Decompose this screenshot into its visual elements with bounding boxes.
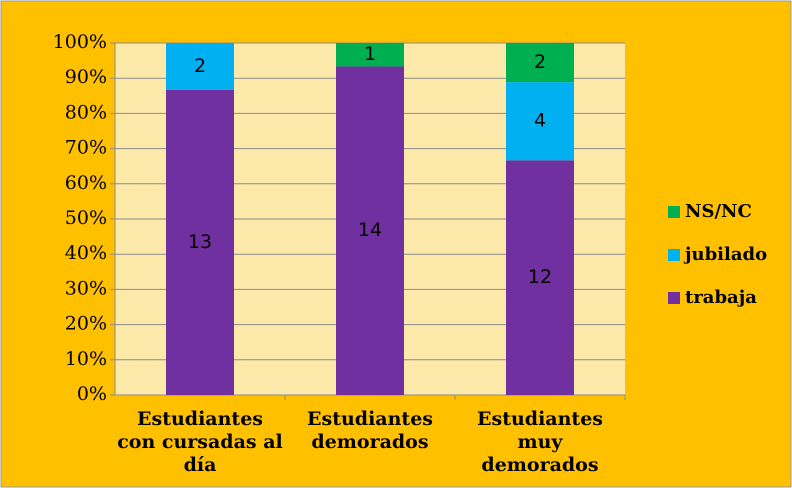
y-tick-label: 100% xyxy=(53,31,107,53)
data-label: 1 xyxy=(364,43,376,65)
bar-segment xyxy=(336,66,404,395)
y-tick-label: 30% xyxy=(65,277,107,299)
y-tick-label: 80% xyxy=(65,101,107,123)
x-tick-label: día xyxy=(184,454,217,476)
data-label: 12 xyxy=(528,266,552,288)
y-tick-label: 60% xyxy=(65,172,107,194)
y-tick-label: 0% xyxy=(77,383,107,405)
x-tick-label: Estudiantes xyxy=(137,408,263,430)
y-tick-label: 10% xyxy=(65,348,107,370)
y-tick-label: 90% xyxy=(65,66,107,88)
x-tick-label: Estudiantes xyxy=(477,408,603,430)
x-tick-label: demorados xyxy=(311,431,428,453)
legend-label: jubilado xyxy=(683,244,767,265)
bar-segment xyxy=(506,160,574,395)
legend-swatch xyxy=(668,292,680,304)
bar-segment xyxy=(166,43,234,90)
y-tick-label: 20% xyxy=(65,313,107,335)
bar-segment xyxy=(336,43,404,67)
x-tick-label: con cursadas al xyxy=(117,431,283,453)
bar-segment xyxy=(166,89,234,395)
bar-segment xyxy=(506,43,574,83)
data-label: 2 xyxy=(534,51,546,73)
bar-segment xyxy=(506,82,574,161)
legend-swatch xyxy=(668,206,680,218)
data-label: 14 xyxy=(358,219,382,241)
data-label: 2 xyxy=(194,55,206,77)
data-label: 13 xyxy=(188,231,212,253)
x-tick-label: Estudiantes xyxy=(307,408,433,430)
legend-label: trabaja xyxy=(685,287,757,308)
y-tick-label: 50% xyxy=(65,207,107,229)
x-tick-label: muy xyxy=(518,431,564,453)
y-tick-label: 40% xyxy=(65,242,107,264)
legend-swatch xyxy=(668,249,680,261)
x-tick-label: demorados xyxy=(481,454,598,476)
legend-label: NS/NC xyxy=(685,201,752,222)
y-tick-label: 70% xyxy=(65,137,107,159)
data-label: 4 xyxy=(534,110,546,132)
